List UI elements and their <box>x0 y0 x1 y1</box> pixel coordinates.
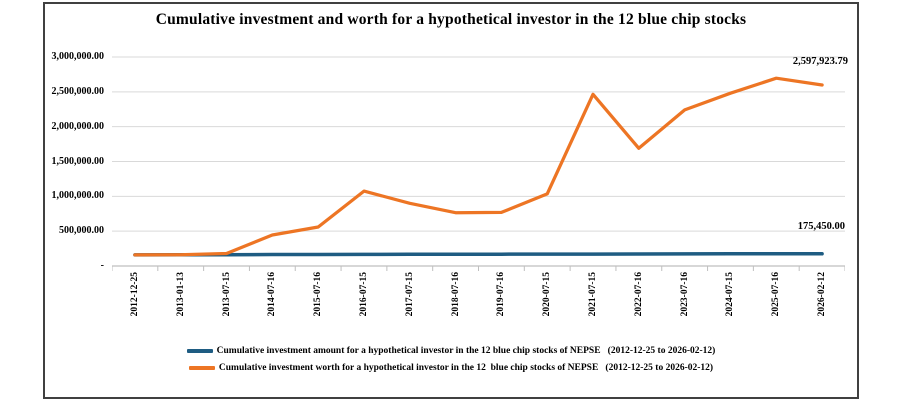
y-tick-label: 3,000,000.00 <box>51 51 105 62</box>
x-tick-label: 2025-07-16 <box>771 272 782 317</box>
x-tick-label: 2024-07-15 <box>725 272 736 317</box>
y-tick-label: 2,000,000.00 <box>51 120 105 132</box>
legend-item-investment: Cumulative investment amount for a hypot… <box>186 346 716 356</box>
y-tick-label: 2,500,000.00 <box>51 85 105 97</box>
legend: Cumulative investment amount for a hypot… <box>43 346 859 373</box>
legend-item-worth: Cumulative investment worth for a hypoth… <box>188 363 714 373</box>
legend-label-investment: Cumulative investment amount for a hypot… <box>216 346 716 356</box>
x-tick-label: 2026-02-12 <box>817 272 828 317</box>
x-tick-label: 2022-07-16 <box>633 272 644 317</box>
worth-line-swatch-icon <box>188 366 215 370</box>
x-tick-label: 2020-07-15 <box>542 272 553 317</box>
chart-title: Cumulative investment and worth for a hy… <box>155 11 747 28</box>
legend-label-worth: Cumulative investment worth for a hypoth… <box>218 363 714 373</box>
plot-area <box>112 56 845 271</box>
x-tick-label: 2013-01-13 <box>175 272 186 317</box>
x-tick-label: 2015-07-16 <box>313 272 324 317</box>
x-tick-label: 2013-07-15 <box>221 272 232 317</box>
x-tick-label: 2021-07-15 <box>588 272 599 317</box>
x-tick-label: 2016-07-15 <box>358 272 369 317</box>
x-tick-label: 2018-07-16 <box>450 272 461 317</box>
investment-end-data-label: 175,450.00 <box>797 221 845 232</box>
worth-line <box>133 76 824 257</box>
x-tick-label: 2014-07-16 <box>267 272 278 317</box>
y-tick-label: - <box>100 260 104 271</box>
y-tick-label: 1,000,000.00 <box>51 190 105 202</box>
x-tick-label: 2017-07-15 <box>404 272 415 317</box>
x-tick-label: 2019-07-16 <box>496 272 507 317</box>
y-tick-label: 500,000.00 <box>59 225 104 237</box>
investment-line <box>133 252 824 257</box>
y-tick-label: 1,500,000.00 <box>51 155 105 167</box>
chart-frame <box>43 2 859 399</box>
investment-line-swatch-icon <box>186 349 213 353</box>
x-tick-label: 2012-12-25 <box>129 272 140 317</box>
x-tick-label: 2023-07-16 <box>679 272 690 317</box>
worth-end-data-label: 2,597,923.79 <box>792 56 848 67</box>
